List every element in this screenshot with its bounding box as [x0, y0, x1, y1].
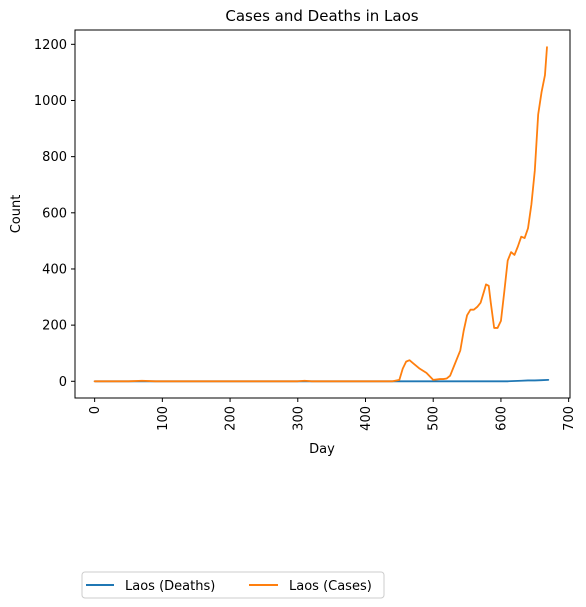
legend: Laos (Deaths) Laos (Cases): [81, 571, 385, 599]
y-ticks: 0 200 400 600 800 1000 1200: [34, 38, 75, 390]
y-tick-label: 1200: [34, 38, 67, 53]
x-axis-label: Day: [309, 442, 335, 457]
x-tick-label: 300: [291, 406, 306, 431]
x-tick-label: 700: [562, 406, 577, 431]
x-ticks: 0 100 200 300 400 500 600 700: [88, 398, 577, 431]
x-tick-label: 0: [88, 406, 103, 414]
chart-title: Cases and Deaths in Laos: [225, 7, 418, 25]
y-tick-label: 200: [42, 319, 67, 334]
x-tick-label: 500: [427, 406, 442, 431]
y-tick-label: 1000: [34, 94, 67, 109]
legend-label-deaths: Laos (Deaths): [125, 579, 215, 594]
y-tick-label: 800: [42, 150, 67, 165]
y-axis-label: Count: [9, 195, 24, 234]
x-tick-label: 600: [494, 406, 509, 431]
series-line-cases: [93, 46, 548, 383]
x-tick-label: 100: [156, 406, 171, 431]
plot-frame: [74, 29, 571, 399]
y-tick-label: 600: [42, 206, 67, 221]
series-layer: [93, 46, 550, 383]
legend-label-cases: Laos (Cases): [289, 579, 372, 594]
x-tick-label: 400: [359, 406, 374, 431]
legend-box: [81, 571, 385, 599]
x-tick-label: 200: [224, 406, 239, 431]
y-tick-label: 0: [59, 375, 67, 390]
y-tick-label: 400: [42, 262, 67, 277]
